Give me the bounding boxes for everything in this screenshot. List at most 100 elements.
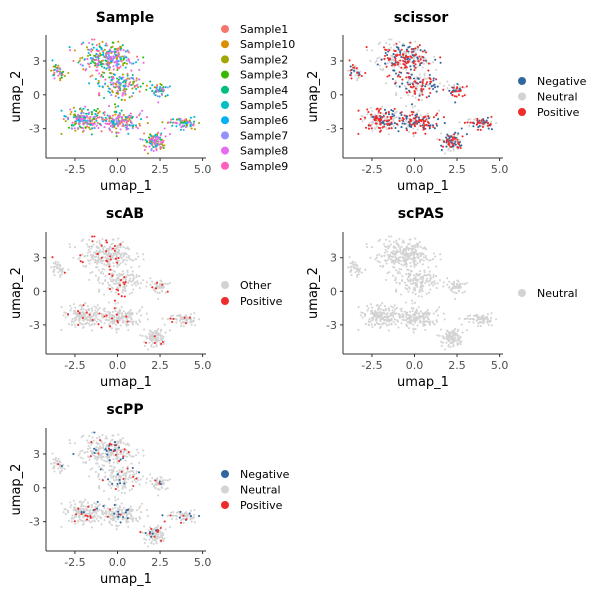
data-point	[371, 306, 374, 309]
data-point	[448, 84, 451, 87]
data-point	[479, 318, 482, 321]
data-point	[111, 438, 114, 441]
data-point	[74, 306, 77, 309]
data-point	[58, 263, 61, 266]
data-point	[422, 284, 425, 287]
data-point	[138, 265, 141, 268]
data-point	[101, 117, 104, 120]
data-point	[415, 284, 419, 287]
data-point	[414, 327, 417, 331]
data-point	[426, 81, 429, 84]
data-point	[119, 128, 122, 131]
data-point	[108, 461, 111, 464]
data-point	[111, 274, 114, 277]
data-point	[95, 43, 98, 47]
data-point	[104, 476, 107, 479]
data-point	[131, 517, 134, 520]
data-point	[89, 57, 92, 60]
data-point	[108, 119, 111, 123]
data-point	[418, 321, 421, 324]
data-point	[443, 318, 446, 321]
data-point	[76, 520, 80, 523]
data-point	[129, 280, 132, 283]
data-point	[391, 311, 394, 314]
data-point	[379, 304, 382, 307]
data-point	[81, 457, 84, 460]
data-point	[98, 45, 101, 48]
data-point	[111, 117, 114, 120]
data-point	[409, 238, 412, 241]
data-point	[97, 82, 100, 85]
data-point	[121, 252, 124, 255]
data-point	[109, 317, 112, 320]
data-point	[89, 509, 92, 512]
data-point	[414, 282, 417, 285]
data-point	[81, 56, 84, 59]
data-point	[59, 472, 62, 475]
data-point	[115, 515, 118, 518]
data-point	[101, 267, 104, 271]
data-point	[157, 336, 160, 339]
data-point	[109, 284, 112, 287]
data-point	[375, 59, 378, 62]
data-point	[94, 113, 97, 116]
data-point	[86, 450, 89, 453]
data-point	[423, 271, 426, 274]
data-point	[98, 242, 101, 245]
data-point	[395, 110, 398, 113]
data-point	[469, 314, 472, 317]
data-point	[132, 62, 135, 65]
data-point	[122, 76, 125, 79]
data-point	[108, 245, 111, 248]
legend-label: Sample5	[240, 99, 288, 112]
data-point	[162, 342, 165, 346]
data-point	[113, 73, 116, 76]
data-point	[168, 478, 171, 481]
data-point	[134, 454, 138, 457]
data-point	[70, 503, 73, 507]
data-point	[122, 246, 125, 249]
data-point	[96, 116, 99, 119]
data-point	[370, 120, 373, 123]
data-point	[81, 64, 84, 67]
data-point	[411, 54, 414, 57]
data-point	[421, 124, 424, 127]
data-point	[103, 113, 106, 117]
data-point	[413, 261, 416, 264]
data-point	[145, 509, 148, 512]
data-point	[453, 329, 456, 332]
data-point	[92, 116, 95, 119]
data-point	[115, 244, 118, 247]
data-point	[425, 310, 428, 313]
data-point	[420, 276, 423, 279]
data-point	[410, 249, 413, 252]
data-point	[419, 113, 422, 117]
data-point	[389, 312, 392, 315]
data-point	[128, 292, 131, 295]
data-point	[456, 86, 459, 89]
data-point	[112, 55, 115, 58]
data-point	[416, 262, 419, 265]
data-point	[117, 40, 120, 43]
data-point	[438, 109, 441, 112]
data-point	[115, 484, 118, 488]
data-point	[97, 126, 100, 130]
data-point	[414, 279, 417, 282]
data-point	[107, 498, 111, 501]
data-point	[78, 518, 82, 521]
data-point	[412, 288, 415, 291]
data-point	[409, 65, 412, 68]
data-point	[418, 252, 421, 255]
data-point	[179, 324, 183, 328]
data-point	[421, 320, 424, 323]
data-point	[464, 317, 467, 320]
data-point	[438, 138, 441, 141]
data-point	[110, 83, 113, 86]
data-point	[148, 538, 151, 541]
data-point	[466, 121, 469, 124]
data-point	[117, 250, 120, 253]
data-point	[126, 72, 129, 75]
data-point	[79, 57, 82, 60]
data-point	[156, 95, 159, 98]
data-point	[457, 142, 460, 145]
